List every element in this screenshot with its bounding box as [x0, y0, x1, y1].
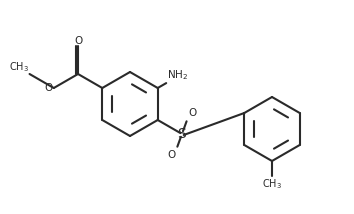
Text: CH$_3$: CH$_3$	[262, 177, 282, 191]
Text: O: O	[74, 36, 82, 46]
Text: CH$_3$: CH$_3$	[9, 60, 29, 73]
Text: O: O	[188, 108, 196, 119]
Text: S: S	[178, 127, 186, 141]
Text: O: O	[168, 150, 176, 159]
Text: O: O	[45, 83, 53, 93]
Text: NH$_2$: NH$_2$	[167, 68, 188, 82]
